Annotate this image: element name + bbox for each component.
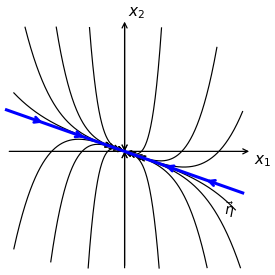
Text: $x_1$: $x_1$ bbox=[254, 153, 271, 169]
Text: $\vec{\eta}$: $\vec{\eta}$ bbox=[224, 200, 235, 220]
Text: $x_2$: $x_2$ bbox=[128, 5, 145, 21]
